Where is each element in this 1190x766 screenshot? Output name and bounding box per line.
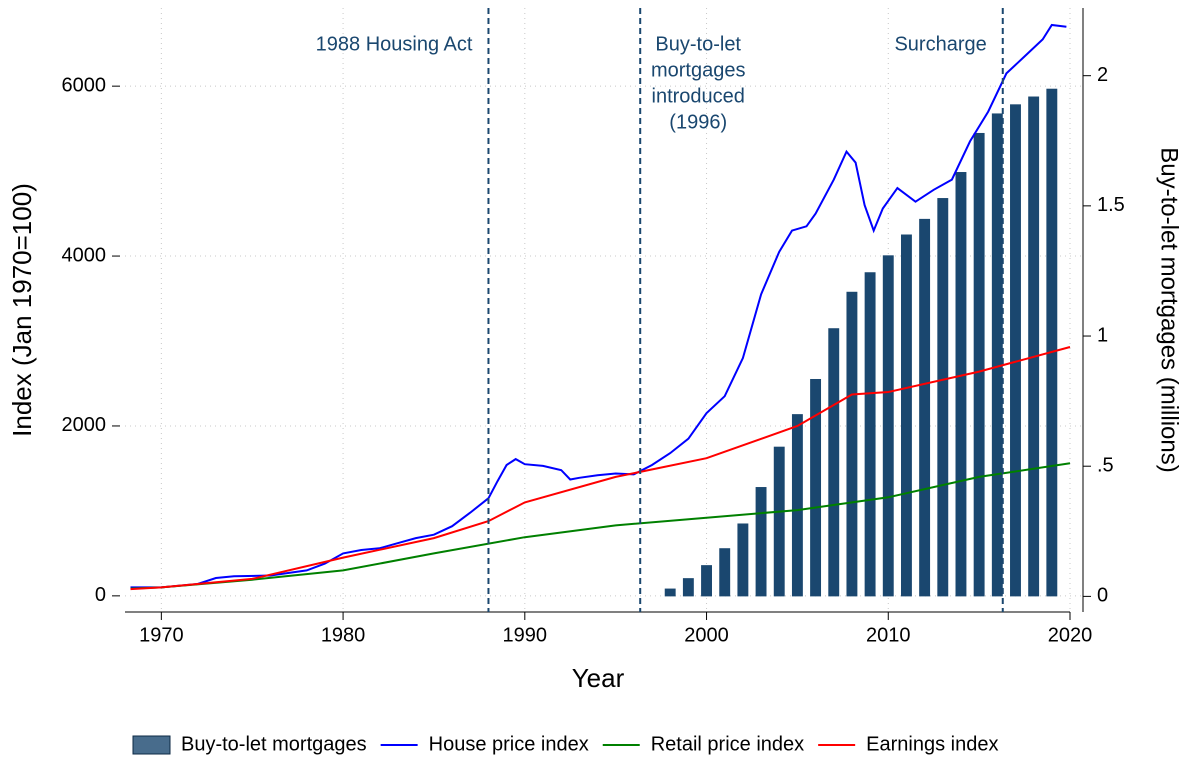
y-tick-label: 2000	[62, 414, 107, 436]
x-tick-label: 1990	[503, 624, 548, 646]
bar	[973, 132, 985, 597]
bar	[810, 378, 822, 597]
bar	[1028, 96, 1040, 597]
annotation-text: (1996)	[669, 111, 727, 133]
annotation-text: mortgages	[651, 59, 746, 81]
y2-tick-label: .5	[1097, 454, 1114, 476]
bar	[1010, 104, 1021, 597]
bar	[864, 272, 876, 597]
y-tick-label: 4000	[62, 244, 107, 266]
legend-swatch	[132, 735, 171, 755]
bar	[828, 328, 840, 597]
y-tick-label: 0	[95, 584, 106, 606]
legend-label: Retail price index	[651, 733, 804, 755]
legend-label: Buy-to-let mortgages	[181, 733, 367, 755]
bar	[991, 113, 1003, 597]
x-tick-label: 1970	[139, 624, 184, 646]
bar	[955, 172, 967, 597]
bar	[1046, 88, 1058, 597]
bar	[682, 578, 694, 597]
x-tick-label: 2000	[684, 624, 729, 646]
bar	[791, 414, 803, 597]
bar	[664, 588, 676, 597]
legend-label: Earnings index	[866, 733, 998, 755]
annotation-text: introduced	[652, 85, 745, 107]
annotation-text: 1988 Housing Act	[316, 33, 473, 55]
y2-tick-label: 1	[1097, 324, 1108, 346]
annotation-text: Surcharge	[894, 33, 986, 55]
bar	[701, 565, 712, 597]
y2-axis-title: Buy-to-let mortgages (millions)	[1156, 147, 1183, 472]
annotation-text: Buy-to-let	[655, 33, 741, 55]
bar	[846, 291, 858, 597]
bar	[882, 255, 894, 597]
line	[130, 346, 1071, 591]
legend-label: House price index	[429, 733, 589, 755]
bar	[719, 548, 731, 597]
x-tick-label: 2010	[866, 624, 911, 646]
bar	[919, 218, 931, 597]
y2-tick-label: 1.5	[1097, 194, 1125, 216]
bar	[900, 234, 912, 597]
bar	[937, 198, 949, 597]
y2-tick-label: 0	[1097, 585, 1108, 607]
line	[130, 23, 1067, 589]
x-tick-label: 2020	[1048, 624, 1093, 646]
y2-tick-label: 2	[1097, 64, 1108, 86]
x-axis-title: Year	[572, 663, 625, 693]
bar	[755, 487, 767, 597]
bar	[773, 446, 785, 597]
y-tick-label: 6000	[62, 74, 107, 96]
bar	[737, 523, 749, 597]
y-axis-title: Index (Jan 1970=100)	[7, 183, 37, 437]
x-tick-label: 1980	[321, 624, 366, 646]
